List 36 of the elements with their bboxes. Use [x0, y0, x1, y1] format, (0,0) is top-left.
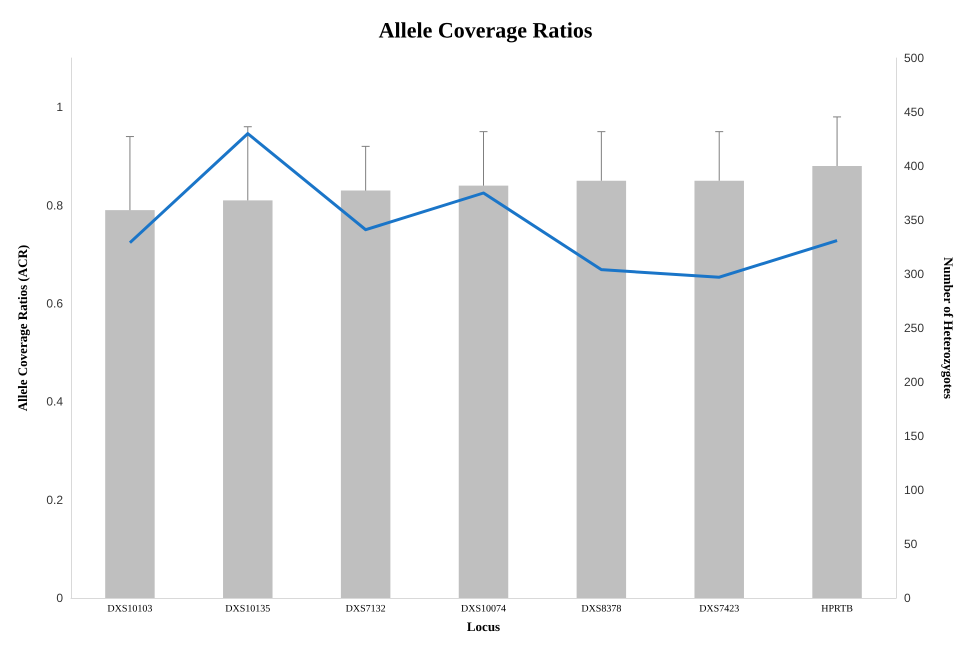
y-tick-label: 0.4: [46, 394, 64, 409]
bar: [812, 166, 862, 598]
x-tick-label: DXS7132: [346, 604, 386, 614]
bar: [340, 190, 390, 598]
y2-tick-label: 100: [904, 483, 924, 497]
bar: [694, 180, 744, 598]
bar: [576, 180, 626, 598]
bar: [105, 210, 155, 598]
y-axis-title: Allele Coverage Ratios (ACR): [15, 244, 30, 412]
bar: [458, 186, 508, 598]
x-tick-label: DXS10103: [107, 604, 152, 614]
x-tick-label: DXS7423: [699, 604, 740, 614]
y-tick-label: 0: [56, 591, 64, 605]
x-tick-label: DXS8378: [581, 604, 622, 614]
y2-axis-title: Number of Heterozygotes: [941, 257, 956, 399]
y2-tick-label: 50: [904, 537, 918, 551]
y2-tick-label: 500: [904, 51, 924, 65]
x-tick-label: DXS10135: [225, 604, 270, 614]
x-tick-label: DXS10074: [460, 604, 506, 614]
y-tick-label: 0.6: [46, 296, 64, 310]
y2-tick-label: 300: [904, 267, 924, 281]
chart-title: Allele Coverage Ratios: [378, 18, 593, 42]
y2-tick-label: 150: [904, 429, 924, 443]
y-tick-label: 0.8: [46, 198, 64, 212]
x-tick-label: HPRTB: [821, 604, 854, 614]
y-tick-label: 0.2: [46, 492, 64, 507]
x-axis-title: Locus: [466, 619, 500, 634]
y2-tick-label: 350: [904, 213, 924, 227]
line-series: [128, 132, 839, 279]
y2-tick-label: 400: [904, 159, 924, 173]
y2-tick-label: 200: [904, 375, 924, 389]
y2-tick-label: 250: [904, 321, 924, 335]
y2-tick-label: 0: [904, 591, 911, 605]
bar: [223, 200, 273, 598]
y-tick-label: 1: [56, 100, 64, 114]
y2-tick-label: 450: [904, 105, 924, 119]
